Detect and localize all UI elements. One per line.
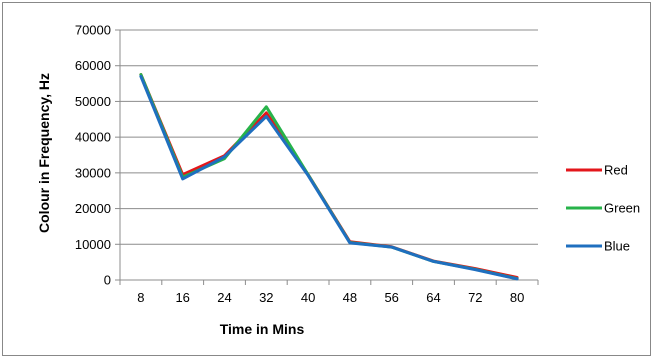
legend-label-red: Red xyxy=(604,163,628,178)
x-axis-title: Time in Mins xyxy=(220,321,305,337)
series-lines xyxy=(139,73,519,281)
series-line-green xyxy=(139,73,519,281)
gridlines xyxy=(120,29,538,245)
legend-label-green: Green xyxy=(604,201,640,216)
x-tick-label: 64 xyxy=(426,290,440,305)
y-tick-label: 40000 xyxy=(75,130,111,145)
x-tick-label: 40 xyxy=(301,290,315,305)
x-axis-ticks: 8 16 24 32 40 48 56 64 72 80 xyxy=(119,280,539,305)
x-tick-label: 16 xyxy=(175,290,189,305)
x-tick-label: 48 xyxy=(343,290,357,305)
x-axis xyxy=(119,30,538,281)
legend-label-blue: Blue xyxy=(604,239,630,254)
chart-frame xyxy=(2,2,651,356)
y-axis-title: Colour in Frequency, Hz xyxy=(36,73,52,233)
y-tick-label: 60000 xyxy=(75,58,111,73)
y-tick-label: 10000 xyxy=(75,237,111,252)
y-tick-label: 70000 xyxy=(75,23,111,38)
y-tick-label: 50000 xyxy=(75,94,111,109)
series-line-blue xyxy=(139,74,519,281)
y-tick-label: 20000 xyxy=(75,201,111,216)
x-tick-label: 24 xyxy=(217,290,231,305)
x-tick-label: 8 xyxy=(137,290,144,305)
x-tick-label: 56 xyxy=(384,290,398,305)
x-tick-label: 32 xyxy=(259,290,273,305)
y-axis-ticks: 0 10000 20000 30000 40000 50000 60000 70000 xyxy=(75,23,120,288)
x-tick-label: 80 xyxy=(510,290,524,305)
x-tick-label: 72 xyxy=(468,290,482,305)
y-tick-label: 0 xyxy=(104,273,111,288)
series-line-red xyxy=(139,73,519,279)
y-tick-label: 30000 xyxy=(75,165,111,180)
legend: Red Green Blue xyxy=(566,163,640,254)
